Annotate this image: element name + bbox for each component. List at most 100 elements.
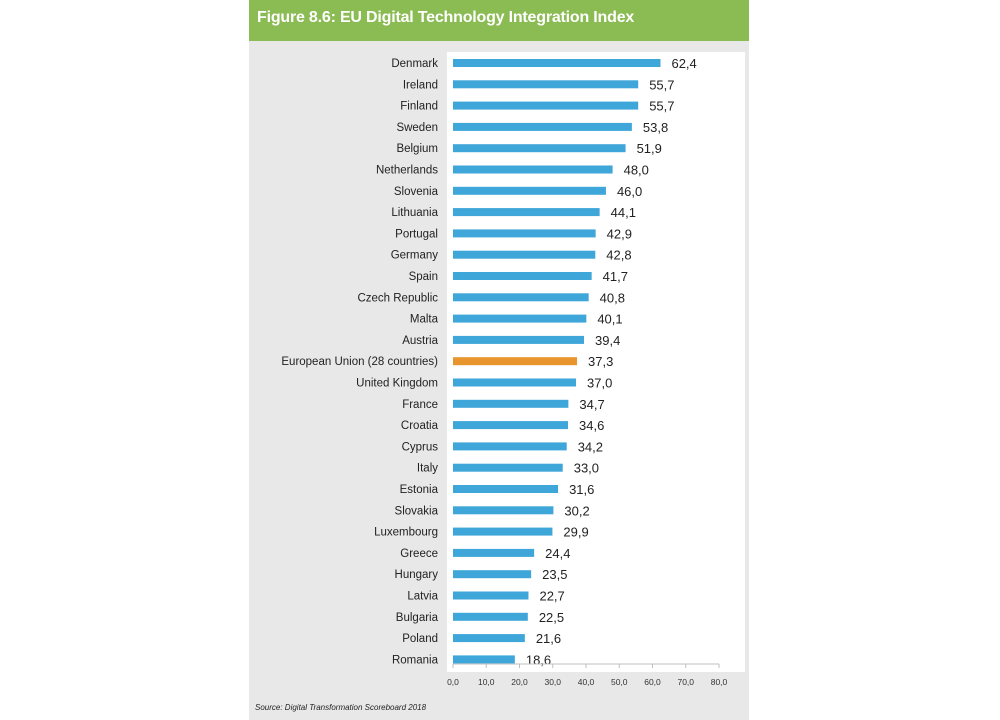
x-tick-label: 50,0 xyxy=(611,677,628,687)
bar-highlight xyxy=(453,357,578,366)
data-label: 55,7 xyxy=(649,99,674,114)
data-label: 37,0 xyxy=(587,376,612,391)
bar xyxy=(453,101,639,110)
category-label: Belgium xyxy=(396,143,438,155)
x-tick-label: 80,0 xyxy=(711,677,728,687)
data-label: 21,6 xyxy=(536,631,561,646)
figure-title: Figure 8.6: EU Digital Technology Integr… xyxy=(257,9,635,26)
x-tick-label: 30,0 xyxy=(544,677,561,687)
bar xyxy=(453,122,632,131)
bar xyxy=(453,314,587,323)
data-label: 53,8 xyxy=(643,120,668,135)
x-tick-label: 0,0 xyxy=(447,677,459,687)
data-label: 40,8 xyxy=(600,290,625,305)
category-label: Germany xyxy=(391,250,439,262)
bar xyxy=(453,485,559,493)
category-label: Malta xyxy=(410,314,439,326)
data-label: 40,1 xyxy=(597,312,622,327)
bar xyxy=(453,634,525,643)
data-label: 51,9 xyxy=(637,141,662,156)
figure-panel: Figure 8.6: EU Digital Technology Integr… xyxy=(249,0,749,720)
bar xyxy=(453,229,596,238)
data-label: 39,4 xyxy=(595,333,620,348)
bar xyxy=(453,591,529,600)
data-label: 42,9 xyxy=(607,226,632,241)
data-label: 34,6 xyxy=(579,418,604,433)
data-label: 24,4 xyxy=(545,546,570,561)
bar xyxy=(453,527,553,536)
bar xyxy=(453,655,515,664)
bar xyxy=(453,250,596,259)
data-label: 34,7 xyxy=(579,397,604,412)
category-label: Luxembourg xyxy=(374,527,438,539)
category-label: Italy xyxy=(417,463,438,475)
category-label: Ireland xyxy=(403,79,438,91)
x-tick-label: 20,0 xyxy=(511,677,528,687)
data-label: 48,0 xyxy=(624,163,649,178)
category-label: Spain xyxy=(409,271,438,283)
bar xyxy=(453,272,592,280)
data-label: 46,0 xyxy=(617,184,642,199)
bar xyxy=(453,442,567,451)
category-label: Denmark xyxy=(391,58,438,70)
category-label: Hungary xyxy=(395,569,439,581)
bar xyxy=(453,399,569,408)
bar xyxy=(453,570,532,579)
data-label: 23,5 xyxy=(542,567,567,582)
bar xyxy=(453,463,563,472)
category-label: Austria xyxy=(402,335,438,347)
category-label: Croatia xyxy=(401,420,439,432)
data-label: 37,3 xyxy=(588,354,613,369)
data-label: 31,6 xyxy=(569,482,594,497)
category-label: France xyxy=(402,399,438,411)
data-label: 22,5 xyxy=(539,610,564,625)
x-tick-label: 60,0 xyxy=(644,677,661,687)
bar xyxy=(453,165,613,174)
category-label: Bulgaria xyxy=(396,612,439,624)
data-label: 34,2 xyxy=(578,439,603,454)
data-label: 62,4 xyxy=(671,56,696,71)
bar xyxy=(453,506,554,515)
bar xyxy=(453,421,569,430)
figure-header: Figure 8.6: EU Digital Technology Integr… xyxy=(249,0,749,41)
category-label: United Kingdom xyxy=(356,378,438,390)
data-label: 33,0 xyxy=(574,461,599,476)
source-note: Source: Digital Transformation Scoreboar… xyxy=(255,703,427,712)
x-tick-label: 10,0 xyxy=(478,677,495,687)
bar-chart: Denmark 62,4 Ireland 55,7 Finland 55,7 Sweden 5… xyxy=(281,52,745,687)
category-label: Poland xyxy=(402,633,438,645)
bar xyxy=(453,144,626,153)
category-label: Czech Republic xyxy=(357,292,438,304)
category-label: Sweden xyxy=(396,122,438,134)
bar xyxy=(453,293,589,302)
category-label: Estonia xyxy=(400,484,439,496)
data-label: 44,1 xyxy=(611,205,636,220)
data-label: 29,9 xyxy=(563,525,588,540)
bar xyxy=(453,186,606,195)
bar xyxy=(453,335,585,344)
category-label: Cyprus xyxy=(402,441,439,453)
category-label: Slovakia xyxy=(395,505,439,517)
category-label: Finland xyxy=(400,101,438,113)
category-label: Romania xyxy=(392,654,439,666)
bar xyxy=(453,548,535,557)
bar xyxy=(453,59,661,67)
x-tick-label: 70,0 xyxy=(677,677,694,687)
bar xyxy=(453,208,600,217)
category-label: Portugal xyxy=(395,228,438,240)
category-label: European Union (28 countries) xyxy=(281,356,438,368)
x-tick-label: 40,0 xyxy=(578,677,595,687)
data-label: 42,8 xyxy=(606,248,631,263)
data-label: 30,2 xyxy=(564,503,589,518)
bar xyxy=(453,612,528,621)
category-label: Greece xyxy=(400,548,438,560)
data-label: 22,7 xyxy=(539,589,564,604)
bar xyxy=(453,378,577,387)
data-label: 18,6 xyxy=(526,652,551,667)
category-label: Lithuania xyxy=(391,207,438,219)
bar xyxy=(453,80,639,89)
category-label: Slovenia xyxy=(394,186,439,198)
data-label: 55,7 xyxy=(649,77,674,92)
data-label: 41,7 xyxy=(603,269,628,284)
category-label: Netherlands xyxy=(376,165,438,177)
